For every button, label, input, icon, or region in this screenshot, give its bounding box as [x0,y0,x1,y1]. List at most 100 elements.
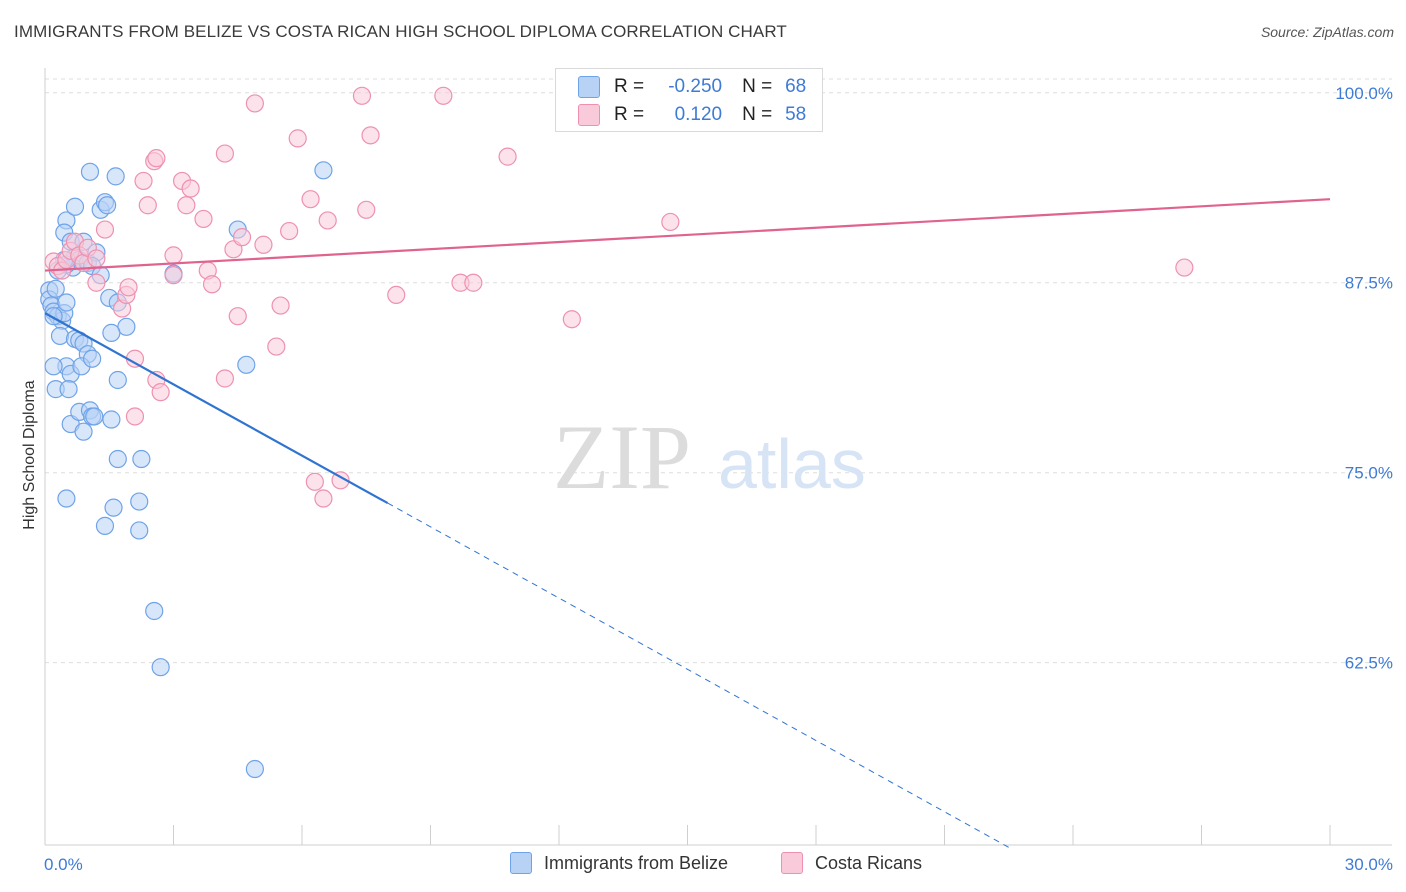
tick-labels: 62.5% 75.0% 87.5% 100.0% 0.0% 30.0% [44,84,1393,874]
belize-point [104,498,123,517]
watermark-zip: ZIP [553,406,691,508]
costa-rican-point [151,383,170,402]
y-tick-label: 75.0% [1345,464,1393,483]
belize-point [130,492,149,511]
costa-rican-point [352,86,372,105]
correlation-legend: R = -0.250 N = 68 R = 0.120 N = 58 [555,68,823,132]
belize-point [237,355,256,374]
legend-r-value: -0.250 [668,76,723,97]
legend-swatch-belize [578,76,600,98]
legend-item-costa-rican[interactable]: Costa Ricans [781,852,922,874]
x-tick-label: 0.0% [44,855,83,874]
costa-rican-point [661,212,680,232]
belize-point [108,449,127,469]
costa-rican-point [95,220,115,239]
belize-point [132,449,151,469]
legend-r-label: R = [614,76,645,97]
costa-rican-point [305,472,324,491]
y-tick-label: 62.5% [1345,654,1393,673]
legend-n-value: 58 [785,104,807,125]
legend-swatch-costa-rican [578,104,600,126]
trend-lines [44,198,1331,848]
belize-point [57,293,76,312]
legend-r-label: R = [614,104,645,125]
legend-r-value: 0.120 [674,104,723,125]
costa-rican-point [267,337,286,356]
legend-label-belize: Immigrants from Belize [544,852,729,873]
legend-swatch-costa-rican [781,852,803,874]
costa-rican-point [280,221,299,241]
y-axis-label: High School Diploma [21,380,38,530]
belize-point [98,196,117,215]
costa-rican-point [87,273,106,292]
costa-rican-point [434,86,453,105]
belize-trend-line [44,312,389,505]
belize-point [59,380,78,399]
belize-point [95,516,115,535]
legend-row-costa-rican: R = 0.120 N = 58 [578,103,806,127]
costa-rican-point [215,369,234,388]
costa-rican-point [232,228,252,247]
costa-rican-point [254,235,273,254]
costa-rican-point [194,209,213,229]
belize-point [85,407,104,426]
costa-rican-point [87,249,106,268]
belize-point [151,658,170,677]
costa-rican-point [125,407,145,426]
costa-rican-point [357,200,376,219]
belize-point [80,162,100,181]
series-legend: Immigrants from Belize Costa Ricans [0,852,1406,876]
axes [44,68,1392,846]
belize-point [102,410,121,429]
y-tick-label: 100.0% [1335,84,1393,103]
costa-rican-point [138,196,157,215]
belize-point [44,357,63,376]
legend-n-label: N = [742,104,773,125]
watermark: ZIP atlas [553,406,866,508]
legend-label-costa-rican: Costa Ricans [815,852,923,873]
belize-point [74,422,93,441]
costa-rican-point [498,147,517,166]
costa-rican-point [164,246,183,265]
costa-rican-point [387,285,406,305]
costa-rican-point [119,278,138,297]
legend-n-value: 68 [785,76,807,97]
costa-rican-point [215,144,234,163]
costa-rican-point [181,179,200,198]
belize-point [130,521,149,540]
legend-row-belize: R = -0.250 N = 68 [578,75,806,99]
belize-point [50,326,70,346]
costa-rican-point [228,307,247,326]
costa-rican-point [202,275,222,294]
costa-rican-point [164,266,183,285]
costa-rican-point [147,149,166,168]
costa-rican-point [361,126,380,145]
costa-rican-point [318,211,337,230]
belize-point [108,370,127,390]
chart-title: IMMIGRANTS FROM BELIZE VS COSTA RICAN HI… [14,22,787,41]
belize-point [102,323,121,342]
belize-trend-extension [387,502,1009,848]
costa-rican-point [562,310,581,329]
watermark-atlas: atlas [718,425,866,503]
belize-point [46,279,65,298]
belize-point [106,167,125,186]
costa-rican-point [464,273,483,292]
costa-rican-point [331,471,350,490]
chart-source: Source: ZipAtlas.com [1260,24,1394,40]
belize-point [314,161,333,180]
costa-rican-point [301,190,320,209]
legend-item-belize[interactable]: Immigrants from Belize [510,852,728,874]
belize-point [57,489,76,508]
belize-point [65,197,85,216]
costa-rican-point [314,489,333,508]
x-tick-label: 30.0% [1345,855,1393,874]
costa-rican-point [177,196,196,215]
belize-point [83,349,102,368]
costa-rican-point [1175,258,1194,277]
belize-point [145,601,164,621]
costa-rican-trend-line [44,198,1331,272]
costa-rican-point [288,129,307,148]
legend-swatch-belize [510,852,532,874]
